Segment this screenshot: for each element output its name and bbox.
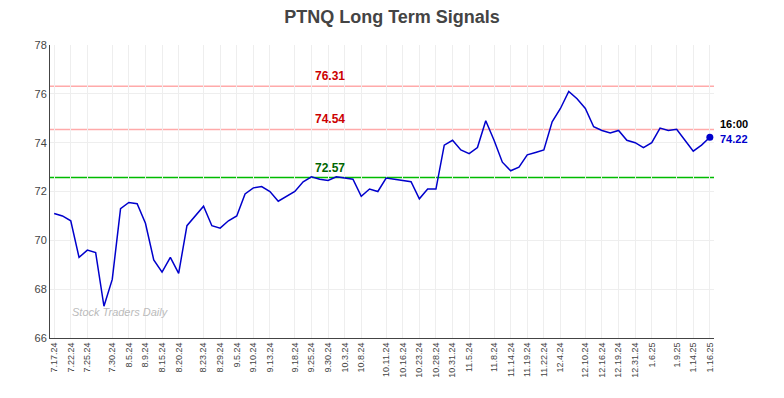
svg-text:66: 66 [35, 332, 47, 344]
svg-text:11.14.24: 11.14.24 [506, 343, 516, 377]
svg-text:12.31.24: 12.31.24 [630, 343, 640, 378]
svg-text:9.5.24: 9.5.24 [232, 343, 242, 368]
svg-text:12.16.24: 12.16.24 [597, 343, 607, 378]
svg-text:74.54: 74.54 [315, 112, 345, 126]
svg-text:8.15.24: 8.15.24 [157, 343, 167, 373]
svg-text:Stock Traders Daily: Stock Traders Daily [72, 306, 169, 318]
svg-text:10.8.24: 10.8.24 [356, 343, 366, 373]
svg-text:8.20.24: 8.20.24 [174, 343, 184, 373]
svg-text:PTNQ Long Term Signals: PTNQ Long Term Signals [284, 7, 500, 27]
svg-text:12.4.24: 12.4.24 [555, 343, 565, 373]
svg-text:7.22.24: 7.22.24 [66, 343, 76, 373]
svg-text:8.9.24: 8.9.24 [140, 343, 150, 368]
svg-text:9.13.24: 9.13.24 [265, 343, 275, 373]
svg-text:8.23.24: 8.23.24 [198, 343, 208, 373]
svg-text:11.19.24: 11.19.24 [522, 343, 532, 377]
svg-text:12.19.24: 12.19.24 [613, 343, 623, 378]
svg-text:9.18.24: 9.18.24 [290, 343, 300, 373]
svg-text:8.5.24: 8.5.24 [124, 343, 134, 368]
svg-text:7.17.24: 7.17.24 [49, 343, 59, 373]
svg-text:70: 70 [35, 234, 47, 246]
svg-text:1.16.25: 1.16.25 [705, 343, 715, 373]
svg-text:1.9.25: 1.9.25 [672, 343, 682, 368]
svg-text:7.25.24: 7.25.24 [82, 343, 92, 373]
svg-text:72: 72 [35, 185, 47, 197]
svg-text:16:00: 16:00 [720, 118, 748, 130]
svg-text:10.11.24: 10.11.24 [381, 343, 391, 377]
svg-text:7.30.24: 7.30.24 [107, 343, 117, 373]
svg-text:11.5.24: 11.5.24 [464, 343, 474, 372]
svg-text:10.28.24: 10.28.24 [431, 343, 441, 378]
svg-text:10.23.24: 10.23.24 [414, 343, 424, 378]
svg-text:1.14.25: 1.14.25 [688, 343, 698, 373]
svg-text:11.8.24: 11.8.24 [489, 343, 499, 372]
svg-text:74.22: 74.22 [720, 133, 748, 145]
svg-text:76: 76 [35, 88, 47, 100]
svg-text:74: 74 [35, 137, 47, 149]
svg-text:10.16.24: 10.16.24 [398, 343, 408, 378]
svg-text:76.31: 76.31 [315, 69, 345, 83]
svg-text:10.3.24: 10.3.24 [340, 343, 350, 373]
svg-text:11.22.24: 11.22.24 [539, 343, 549, 377]
svg-text:78: 78 [35, 39, 47, 51]
svg-text:8.29.24: 8.29.24 [215, 343, 225, 373]
svg-text:9.25.24: 9.25.24 [306, 343, 316, 373]
svg-text:9.10.24: 9.10.24 [248, 343, 258, 373]
svg-text:72.57: 72.57 [315, 161, 345, 175]
svg-text:68: 68 [35, 283, 47, 295]
svg-text:1.6.25: 1.6.25 [647, 343, 657, 368]
svg-text:10.31.24: 10.31.24 [447, 343, 457, 378]
svg-text:12.10.24: 12.10.24 [580, 343, 590, 378]
svg-text:9.30.24: 9.30.24 [323, 343, 333, 373]
